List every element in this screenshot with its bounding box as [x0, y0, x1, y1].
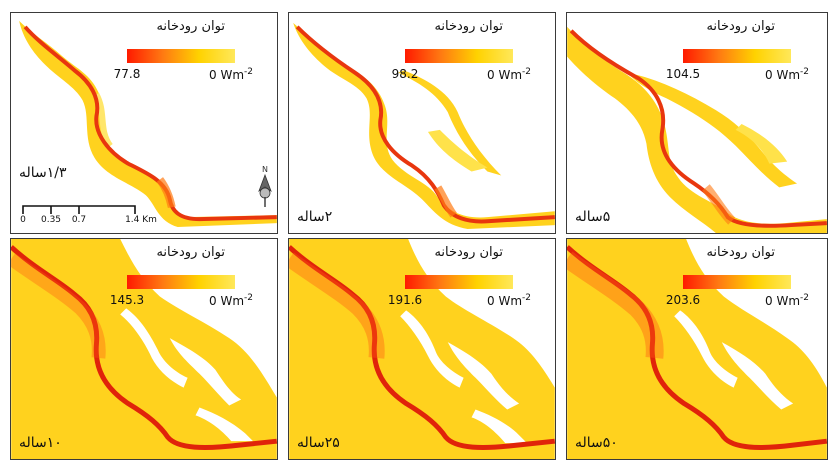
legend-unit: Wm — [776, 68, 801, 82]
scale-tick: 0.35 — [40, 215, 62, 225]
legend-max-value: 145.3 — [109, 293, 145, 307]
legend-unit: Wm — [776, 294, 801, 308]
map-panel-1: توان رودخانه 77.8 0 Wm-2 ۱/۳ساله 0 0.35 … — [10, 12, 278, 234]
flood-map — [567, 26, 827, 233]
legend-color-ramp — [683, 275, 791, 289]
legend-max-value: 191.6 — [387, 293, 423, 307]
flood-map — [293, 22, 555, 230]
legend-unit: Wm — [220, 68, 245, 82]
return-period-label: ۱/۳ساله — [19, 165, 67, 181]
legend-unit-exponent: -2 — [244, 293, 254, 303]
scale-bar: 0 0.35 0.7 1.4 Km — [19, 201, 159, 231]
scale-tick: 0 — [20, 215, 26, 225]
legend-min-label: 0 Wm-2 — [487, 67, 531, 82]
return-period-label: ۲۵ساله — [297, 435, 340, 451]
legend-color-ramp — [405, 275, 513, 289]
legend-min-label: 0 Wm-2 — [765, 67, 809, 82]
legend-title: توان رودخانه — [706, 245, 775, 260]
legend-max-value: 203.6 — [665, 293, 701, 307]
map-panel-6: توان رودخانه 203.6 0 Wm-2 ۵۰ساله — [566, 238, 828, 460]
return-period-label: ۱۰ساله — [19, 435, 62, 451]
legend-unit: Wm — [498, 294, 523, 308]
legend-title: توان رودخانه — [156, 245, 225, 260]
legend-unit-exponent: -2 — [522, 293, 532, 303]
legend-title: توان رودخانه — [434, 19, 503, 34]
legend-unit-exponent: -2 — [800, 293, 810, 303]
legend-min-value: 0 — [209, 294, 217, 308]
legend-color-ramp — [127, 49, 235, 63]
flood-map — [19, 20, 277, 228]
scale-tick: 0.7 — [71, 215, 87, 225]
legend-color-ramp — [683, 49, 791, 63]
legend-max-value: 104.5 — [665, 67, 701, 81]
legend-unit-exponent: -2 — [800, 67, 810, 77]
scale-tick: 1.4 Km — [125, 215, 157, 225]
legend-color-ramp — [127, 275, 235, 289]
north-arrow-icon: N — [255, 163, 275, 209]
legend-min-value: 0 — [487, 294, 495, 308]
legend-max-value: 98.2 — [391, 67, 419, 81]
legend-min-label: 0 Wm-2 — [765, 293, 809, 308]
return-period-label: ۵ساله — [575, 209, 611, 225]
legend-min-label: 0 Wm-2 — [487, 293, 531, 308]
return-period-label: ۵۰ساله — [575, 435, 618, 451]
legend-unit: Wm — [220, 294, 245, 308]
legend-unit: Wm — [498, 68, 523, 82]
legend-min-label: 0 Wm-2 — [209, 293, 253, 308]
legend-min-label: 0 Wm-2 — [209, 67, 253, 82]
legend-color-ramp — [405, 49, 513, 63]
flood-map — [11, 239, 277, 459]
legend-max-value: 77.8 — [113, 67, 141, 81]
legend-min-value: 0 — [209, 68, 217, 82]
legend-unit-exponent: -2 — [522, 67, 532, 77]
legend-title: توان رودخانه — [434, 245, 503, 260]
north-label: N — [262, 165, 268, 174]
map-panel-4: توان رودخانه 145.3 0 Wm-2 ۱۰ساله — [10, 238, 278, 460]
map-panel-2: توان رودخانه 98.2 0 Wm-2 ۲ساله — [288, 12, 556, 234]
flood-map — [289, 239, 555, 459]
legend-min-value: 0 — [765, 294, 773, 308]
legend-title: توان رودخانه — [706, 19, 775, 34]
map-panel-5: توان رودخانه 191.6 0 Wm-2 ۲۵ساله — [288, 238, 556, 460]
legend-min-value: 0 — [487, 68, 495, 82]
legend-min-value: 0 — [765, 68, 773, 82]
scale-bar-graphic — [22, 205, 136, 214]
return-period-label: ۲ساله — [297, 209, 333, 225]
legend-unit-exponent: -2 — [244, 67, 254, 77]
map-panel-3: توان رودخانه 104.5 0 Wm-2 ۵ساله — [566, 12, 828, 234]
legend-title: توان رودخانه — [156, 19, 225, 34]
flood-map — [567, 239, 827, 459]
